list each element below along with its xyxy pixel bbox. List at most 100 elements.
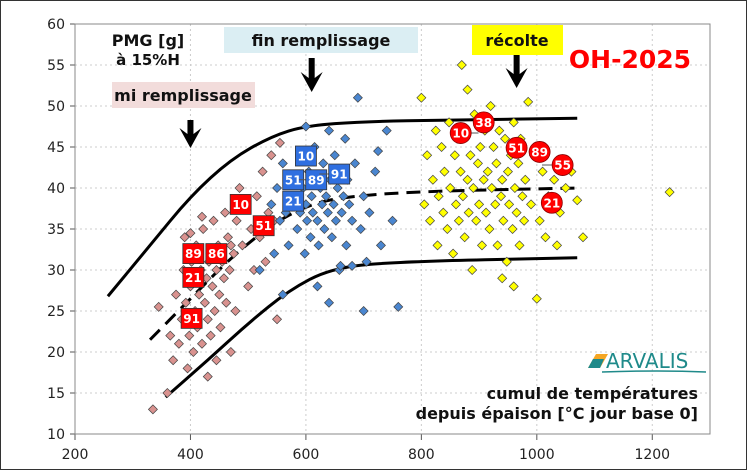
data-point-series-2 bbox=[328, 199, 339, 210]
point-label-marker bbox=[182, 266, 205, 288]
data-point-series-2 bbox=[305, 232, 316, 243]
fin-remplissage-label: fin remplissage bbox=[252, 31, 391, 50]
data-point-series-2 bbox=[302, 215, 313, 226]
data-point-series-3 bbox=[508, 281, 519, 292]
point-label-text: 10 bbox=[298, 150, 315, 164]
point-label-marker bbox=[528, 141, 551, 163]
x-axis-label-line1: cumul de températures bbox=[487, 384, 698, 403]
data-point-series-3 bbox=[463, 207, 474, 218]
y-axis-label-line2: à 15%H bbox=[116, 51, 180, 69]
point-label-text: 51 bbox=[285, 173, 302, 187]
x-tick-label: 200 bbox=[62, 447, 89, 463]
data-point-series-2 bbox=[370, 166, 381, 177]
data-point-series-2 bbox=[318, 158, 329, 169]
data-point-series-3 bbox=[471, 215, 482, 226]
data-point-series-1 bbox=[198, 224, 209, 234]
ticks: 200 400 600 800 1000 1200 10 15 20 25 30 35 40 45 50 55… bbox=[47, 17, 670, 463]
data-point-series-3 bbox=[502, 166, 513, 177]
point-label-text: 86 bbox=[208, 247, 225, 261]
y-tick-label: 10 bbox=[47, 427, 65, 443]
data-point-series-3 bbox=[444, 117, 455, 128]
point-label-text: 51 bbox=[508, 141, 525, 155]
data-point-series-3 bbox=[442, 224, 453, 234]
data-point-series-2 bbox=[364, 207, 375, 218]
y-tick-label: 35 bbox=[47, 222, 65, 238]
data-point-series-3 bbox=[478, 174, 489, 185]
data-point-series-2 bbox=[266, 199, 277, 210]
annotations: mi remplissage fin remplissage récolte P… bbox=[112, 25, 707, 423]
recolte-label: récolte bbox=[485, 31, 548, 50]
plot-frame bbox=[74, 23, 711, 435]
point-label-text: 89 bbox=[531, 145, 548, 159]
y-tick-label: 20 bbox=[47, 345, 65, 361]
down-arrow-icon bbox=[300, 58, 323, 92]
data-point-series-3 bbox=[425, 215, 436, 226]
point-label-marker bbox=[505, 136, 528, 159]
data-point-series-1 bbox=[230, 306, 241, 316]
envelope-curve bbox=[106, 116, 578, 298]
mi-remplissage-label: mi remplissage bbox=[114, 86, 252, 105]
data-point-series-1 bbox=[243, 281, 254, 292]
data-point-series-3 bbox=[465, 150, 476, 161]
data-point-series-1 bbox=[194, 289, 205, 300]
data-point-series-1 bbox=[185, 228, 196, 239]
data-point-series-3 bbox=[520, 174, 531, 185]
data-point-series-2 bbox=[381, 125, 392, 136]
data-point-series-3 bbox=[467, 265, 478, 275]
data-point-series-2 bbox=[321, 191, 332, 202]
data-point-series-3 bbox=[534, 215, 545, 226]
point-label-marker bbox=[305, 169, 328, 191]
data-point-series-1 bbox=[205, 330, 216, 341]
point-label-marker bbox=[328, 163, 351, 185]
data-point-series-3 bbox=[485, 101, 496, 111]
data-point-series-1 bbox=[231, 215, 242, 226]
data-point-series-2 bbox=[292, 224, 303, 234]
data-point-series-3 bbox=[500, 133, 511, 144]
y-tick-label: 40 bbox=[47, 181, 65, 197]
data-point-series-1 bbox=[180, 297, 191, 308]
data-point-series-3 bbox=[531, 293, 542, 304]
data-point-series-1 bbox=[147, 404, 158, 415]
data-point-series-3 bbox=[439, 166, 450, 177]
data-point-series-1 bbox=[202, 371, 213, 382]
data-point-series-2 bbox=[324, 297, 334, 308]
data-point-series-3 bbox=[433, 191, 444, 202]
down-arrow-icon bbox=[505, 55, 528, 88]
data-point-series-1 bbox=[211, 265, 222, 275]
point-label-marker bbox=[182, 243, 205, 265]
data-point-series-3 bbox=[416, 92, 427, 103]
recolte-box bbox=[472, 25, 563, 55]
data-point-series-3 bbox=[453, 215, 464, 226]
data-point-series-1 bbox=[274, 137, 285, 148]
data-point-series-3 bbox=[445, 183, 456, 193]
data-point-series-1 bbox=[207, 281, 218, 292]
point-label-marker bbox=[295, 145, 317, 167]
data-point-series-3 bbox=[476, 240, 487, 251]
data-point-series-3 bbox=[430, 125, 441, 136]
x-tick-label: 800 bbox=[408, 447, 435, 463]
data-point-series-3 bbox=[462, 174, 473, 185]
point-label-text: 89 bbox=[308, 173, 325, 187]
data-point-series-3 bbox=[456, 60, 467, 70]
point-label-text: 21 bbox=[285, 195, 302, 209]
data-point-series-2 bbox=[344, 199, 355, 210]
data-point-series-1 bbox=[168, 355, 179, 366]
fin-remplissage-box bbox=[224, 27, 418, 53]
data-point-series-2 bbox=[330, 215, 341, 226]
data-point-series-3 bbox=[451, 199, 461, 210]
data-point-series-2 bbox=[254, 265, 265, 275]
data-point-series-2 bbox=[324, 125, 334, 136]
data-point-series-1 bbox=[208, 215, 219, 226]
data-point-series-2 bbox=[269, 248, 280, 259]
point-label-text: 89 bbox=[185, 247, 202, 261]
data-point-series-2 bbox=[300, 121, 311, 132]
data-point-series-1 bbox=[228, 248, 239, 259]
y-tick-label: 25 bbox=[47, 304, 65, 320]
data-point-series-2 bbox=[277, 289, 288, 300]
data-point-series-1 bbox=[173, 338, 184, 349]
point-labels: 10 51 89 86 21 91 10 51 89 91 21 38 10 51 89 55 21 bbox=[180, 111, 574, 329]
mi-remplissage-box bbox=[112, 82, 255, 108]
data-point-series-2 bbox=[306, 191, 317, 202]
data-point-series-1 bbox=[202, 314, 213, 325]
